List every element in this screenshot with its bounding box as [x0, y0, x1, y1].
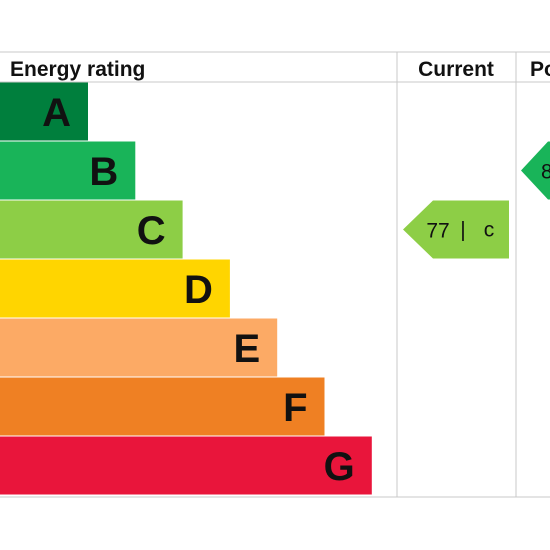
band-label-g: G [324, 445, 355, 489]
header-current: Current [418, 58, 494, 81]
header-potential: Potential [530, 58, 550, 81]
band-label-d: D [184, 268, 213, 312]
current-rating-band: c [484, 219, 495, 242]
header-title: Energy rating [10, 58, 145, 81]
band-label-e: E [234, 327, 261, 371]
band-bar-f [0, 378, 325, 436]
band-bar-g [0, 437, 372, 495]
current-rating-separator: | [460, 219, 465, 242]
potential-rating-arrow: 8 [521, 142, 550, 200]
band-label-c: C [137, 209, 166, 253]
potential-rating-value: 8 [541, 161, 550, 184]
band-label-f: F [283, 386, 307, 430]
band-label-a: A [42, 91, 71, 135]
current-rating-value: 77 [426, 220, 449, 243]
current-rating-arrow: 77 | c [403, 201, 509, 259]
band-label-b: B [89, 150, 118, 194]
